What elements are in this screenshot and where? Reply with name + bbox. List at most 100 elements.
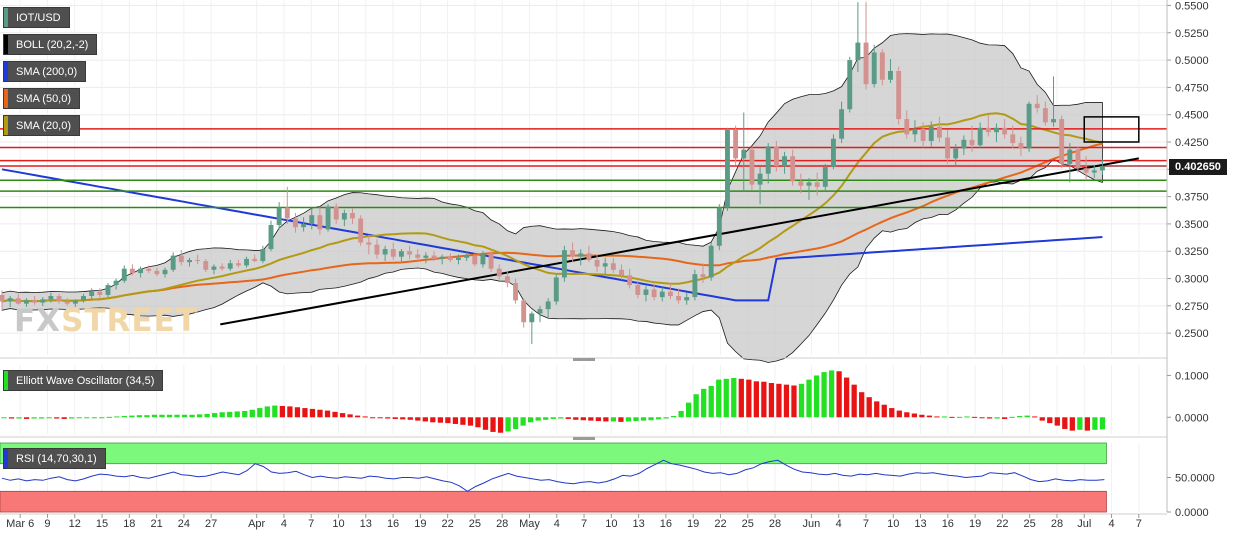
candle-body xyxy=(1075,149,1081,169)
candle-body xyxy=(773,146,779,167)
x-tick-label: 13 xyxy=(632,518,644,530)
ewo-bar xyxy=(956,416,963,418)
candle-body xyxy=(40,299,46,303)
candle-body xyxy=(879,52,885,80)
ewo-bar xyxy=(1077,417,1083,430)
legend-sma200[interactable]: SMA (200,0) xyxy=(3,61,87,82)
x-tick-label: 19 xyxy=(414,518,426,530)
x-tick-label: 7 xyxy=(581,518,587,530)
ewo-bar xyxy=(889,408,895,418)
ewo-bar xyxy=(949,416,955,418)
candle-body xyxy=(537,309,543,314)
bollinger-band xyxy=(1,33,1103,363)
candle-body xyxy=(407,251,413,255)
candle-body xyxy=(619,269,624,276)
ewo-bar xyxy=(986,417,993,419)
x-tick-label: 4 xyxy=(1108,518,1114,530)
legend-rsi-label: RSI (14,70,30,1) xyxy=(16,453,97,465)
candle-body xyxy=(888,71,893,80)
ewo-bar xyxy=(46,417,52,419)
candle-body xyxy=(586,253,592,260)
legend-symbol[interactable]: IOT/USD xyxy=(3,7,70,28)
x-tick-label: 4 xyxy=(836,518,842,530)
x-tick-label: 22 xyxy=(996,518,1008,530)
rsi-tick-label: 50.0000 xyxy=(1175,473,1215,485)
ewo-bar xyxy=(934,416,940,418)
legend-swatch-ewo xyxy=(4,371,8,390)
ewo-bar xyxy=(663,417,669,419)
legend-boll[interactable]: BOLL (20,2,-2) xyxy=(3,34,98,55)
ewo-bar xyxy=(550,417,556,419)
ewo-bar xyxy=(979,417,985,419)
x-tick-label: 27 xyxy=(205,518,217,530)
ewo-bar xyxy=(181,414,188,418)
x-tick-label: 25 xyxy=(1024,518,1036,530)
ewo-bar xyxy=(686,402,692,418)
ewo-bar xyxy=(528,417,534,423)
ewo-bar xyxy=(332,411,338,418)
ewo-bar xyxy=(347,414,353,418)
ewo-bar xyxy=(625,417,632,422)
x-tick-label: 28 xyxy=(1051,518,1063,530)
ewo-bar xyxy=(648,417,654,421)
ewo-bar xyxy=(23,417,30,419)
ewo-bar xyxy=(294,407,301,418)
candle-body xyxy=(1099,166,1105,171)
ewo-bar xyxy=(422,417,428,422)
candle-body xyxy=(1059,119,1065,164)
ewo-bar xyxy=(543,417,549,420)
ewo-bar xyxy=(776,383,782,418)
candle-body xyxy=(749,149,755,185)
candle-body xyxy=(317,215,323,230)
ewo-bar xyxy=(76,417,82,419)
x-tick-label: 13 xyxy=(914,518,926,530)
candle-body xyxy=(594,259,600,267)
ewo-bar xyxy=(234,411,240,418)
ewo-bar xyxy=(257,408,263,418)
ewo-bar xyxy=(1032,416,1038,418)
ewo-bar xyxy=(1084,417,1091,431)
ewo-bar xyxy=(1054,417,1060,426)
candle-body xyxy=(521,300,527,323)
ewo-bar xyxy=(971,416,978,418)
ewo-bar xyxy=(640,417,647,421)
candle-body xyxy=(113,280,119,286)
candle-body xyxy=(162,269,168,275)
x-tick-label: 25 xyxy=(469,518,481,530)
candle-body xyxy=(276,207,282,226)
legend-swatch-sma20 xyxy=(4,116,8,135)
ewo-bar xyxy=(204,413,210,418)
ewo-bar xyxy=(460,417,466,425)
candle-body xyxy=(969,139,975,146)
candle-body xyxy=(105,285,111,295)
candle-body xyxy=(602,263,608,267)
candle-body xyxy=(733,129,739,159)
candle-body xyxy=(431,255,437,259)
price-tick-label: 0.3750 xyxy=(1175,192,1209,204)
ewo-bar xyxy=(798,383,805,418)
ewo-bar xyxy=(701,388,707,418)
x-tick-label: 16 xyxy=(387,518,399,530)
candle-body xyxy=(561,250,567,278)
candle-body xyxy=(382,249,388,255)
legend-rsi[interactable]: RSI (14,70,30,1) xyxy=(3,448,106,469)
candle-body xyxy=(1091,170,1097,173)
legend-ewo[interactable]: Elliott Wave Oscillator (34,5) xyxy=(3,370,164,391)
candle-body xyxy=(480,253,486,265)
candle-body xyxy=(341,213,347,220)
ewo-bar xyxy=(761,381,767,418)
ewo-bar xyxy=(61,417,67,419)
candle-body xyxy=(839,109,845,139)
candle-body xyxy=(333,206,339,220)
ewo-bar xyxy=(1069,417,1075,431)
candle-body xyxy=(195,259,201,262)
legend-sma50[interactable]: SMA (50,0) xyxy=(3,88,81,109)
ewo-bar xyxy=(242,411,248,418)
ewo-bar xyxy=(904,412,910,418)
ewo-bar xyxy=(588,417,594,421)
x-tick-label: Mar 6 xyxy=(6,518,34,530)
ewo-bar xyxy=(821,372,827,418)
ewo-bar xyxy=(828,370,835,418)
legend-sma20[interactable]: SMA (20,0) xyxy=(3,115,81,136)
